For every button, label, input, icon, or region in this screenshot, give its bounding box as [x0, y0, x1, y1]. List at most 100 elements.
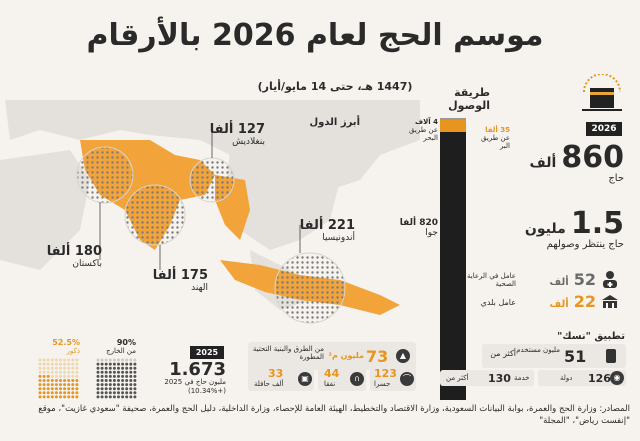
grid-dot: [125, 366, 129, 370]
municipal-value: 22: [573, 292, 596, 311]
app-services: 130 خدمة أكثر من: [440, 370, 534, 386]
grid-dot: [112, 374, 116, 378]
grid-dot: [50, 358, 54, 362]
grid-dot: [121, 374, 125, 378]
grid-dot: [54, 395, 58, 399]
abroad-label: من الخارج: [106, 347, 136, 355]
arrival-bar-sea: [440, 118, 466, 120]
grid-dot: [50, 391, 54, 395]
grid-dot: [117, 374, 120, 378]
arrival-land-label: عن طريق البر: [481, 134, 510, 150]
arrival-bar: [440, 118, 466, 400]
grid-dot: [96, 391, 100, 395]
pilgrims-2025-change: (+10.34%): [187, 387, 226, 395]
grid-dot: [112, 383, 116, 387]
grid-dot: [96, 395, 100, 399]
grid-dot: [96, 383, 100, 387]
bridge-icon: ⌒: [400, 372, 414, 386]
grid-dot: [108, 358, 112, 362]
grid-dot: [71, 358, 75, 362]
grid-dot: [54, 358, 58, 362]
grid-dot: [67, 379, 71, 382]
app-countries: 126 دولة ◉: [538, 370, 626, 386]
grid-dot: [117, 395, 120, 399]
grid-dot: [42, 395, 46, 399]
grid-dot: [75, 379, 79, 382]
country-name: أندونيسيا: [322, 233, 355, 243]
circle-pakistan: [76, 146, 134, 204]
grid-dot: [75, 387, 79, 391]
grid-dot: [42, 358, 46, 362]
grid-dot: [129, 358, 133, 362]
grid-dot: [46, 358, 50, 362]
grid-dot: [63, 395, 67, 399]
grid-dot: [104, 370, 108, 374]
grid-dot: [117, 379, 120, 382]
grid-dot: [100, 383, 104, 387]
country-value: 221 ألفا: [299, 218, 355, 233]
app-users: 51 أكثر من مليون مستخدم: [482, 344, 626, 368]
grid-dot: [112, 387, 116, 391]
grid-dot: [54, 391, 58, 395]
grid-dot: [67, 358, 71, 362]
grid-dot: [133, 374, 137, 378]
grid-dot: [112, 358, 116, 362]
grid-dot: [67, 391, 71, 395]
grid-dot: [63, 362, 67, 366]
grid-dot: [59, 370, 62, 374]
grid-dot: [133, 358, 137, 362]
grid-dot: [46, 370, 50, 374]
grid-dot: [46, 387, 50, 391]
grid-dot: [108, 391, 112, 395]
grid-dot: [121, 395, 125, 399]
grid-dot: [42, 370, 46, 374]
grid-dot: [46, 379, 50, 382]
grid-dot: [71, 374, 75, 378]
roads-value: 73: [366, 347, 389, 366]
grid-dot: [54, 370, 58, 374]
grid-dot: [75, 374, 79, 378]
grid-dot: [108, 366, 112, 370]
grid-dot: [63, 383, 67, 387]
grid-dot: [59, 391, 62, 395]
grid-dot: [121, 379, 125, 382]
grid-dot: [133, 391, 137, 395]
grid-dot: [46, 391, 50, 395]
male-pct: 52.5%: [52, 338, 80, 347]
app-users-value: 51: [564, 347, 587, 366]
grid-dot: [75, 362, 79, 366]
grid-dot: [121, 362, 125, 366]
grid-dot: [100, 374, 104, 378]
grid-dot: [38, 379, 42, 382]
buses-value: 33: [268, 367, 284, 380]
arrival-air-label: جوا: [425, 228, 438, 238]
male-label: ذكور: [66, 347, 80, 355]
grid-dot: [100, 387, 104, 391]
app-services-label: خدمة: [514, 374, 530, 382]
land-west: [0, 150, 90, 270]
municipal-unit: ألف: [549, 299, 569, 310]
municipal-label: عامل بلدي: [480, 298, 516, 307]
grid-dot: [129, 379, 133, 382]
country-bangladesh: 127 ألفا بنغلاديش: [205, 122, 265, 147]
grid-dot: [50, 395, 54, 399]
grid-dot: [42, 379, 46, 382]
grid-dot: [38, 387, 42, 391]
country-value: 180 ألفا: [46, 244, 102, 259]
grid-dot: [96, 366, 100, 370]
grid-dot: [129, 362, 133, 366]
grid-dot: [100, 362, 104, 366]
grid-dot: [133, 387, 137, 391]
year-badge-2025: 2025: [190, 346, 224, 359]
grid-dot: [104, 383, 108, 387]
grid-dot: [100, 358, 104, 362]
app-services-prefix: أكثر من: [446, 374, 469, 382]
grid-dot: [133, 370, 137, 374]
grid-dot: [50, 370, 54, 374]
app-users-label: مليون مستخدم: [516, 346, 560, 354]
grid-dot: [75, 383, 79, 387]
pilgrims-unit: ألف: [529, 155, 557, 171]
arrival-sea: 4 آلاف عن طريق البحر: [398, 118, 438, 142]
grid-dot: [75, 358, 79, 362]
grid-dot: [133, 362, 137, 366]
